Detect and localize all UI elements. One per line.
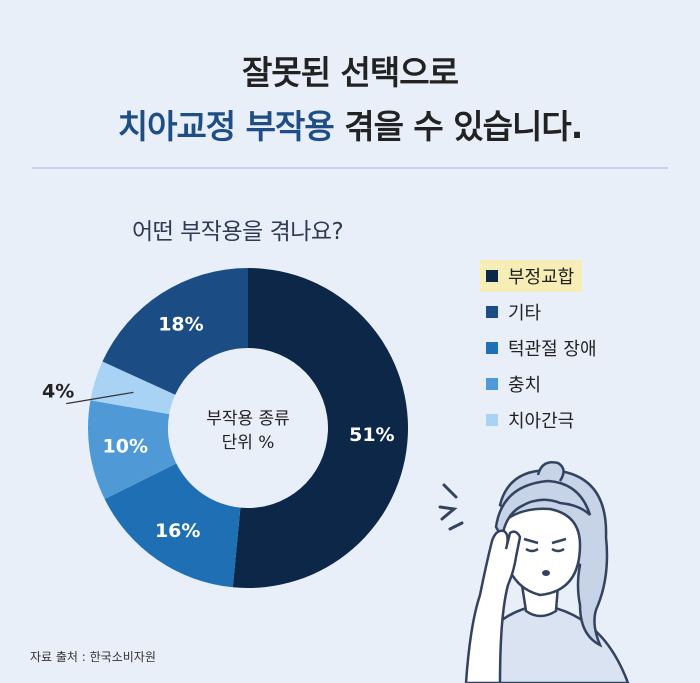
subtitle-highlight: 치아교정 부작용 [117,107,335,146]
slice-cavity [88,400,177,500]
legend-label: 기타 [508,303,542,324]
legend-item-tooth-gap: 치아간극 [480,402,680,438]
legend-item-tmj-disorder: 턱관절 장애 [480,330,680,366]
subtitle-rest: 겪을 수 있습니다. [333,107,583,146]
divider [32,167,668,169]
page-title: 잘못된 선택으로 [241,53,459,92]
chart-question: 어떤 부작용을 겪나요? [132,219,344,245]
data-label-other: 18% [158,314,203,336]
legend-swatch [486,270,498,282]
slice-other [102,268,248,395]
slice-malocclusion [232,268,409,589]
page-subtitle: 치아교정 부작용 겪을 수 있습니다. [0,100,700,148]
stressed-woman-illustration [438,461,630,683]
data-label-malocclusion: 51% [349,424,394,446]
data-label-tooth-gap: 4% [42,381,74,403]
data-label-cavity: 10% [103,436,148,458]
legend-item-cavity: 충치 [480,366,680,402]
slice-tooth-gap [90,361,176,415]
legend-item-other: 기타 [480,294,680,330]
center-label-type: 부작용 종류 [206,409,290,429]
legend-label: 턱관절 장애 [508,339,597,360]
data-label-tmj-disorder: 16% [155,520,200,542]
slice-tmj-disorder [104,463,241,588]
legend-label: 치아간극 [508,411,575,432]
legend-swatch [486,378,498,390]
legend-swatch [486,306,498,318]
center-label-unit: 단위 % [222,433,275,453]
source-note: 자료 출처 : 한국소비자원 [30,650,156,664]
legend-label: 충치 [508,375,542,396]
legend-item-malocclusion: 부정교합 [480,258,680,294]
legend-label: 부정교합 [508,267,575,288]
legend-swatch [486,342,498,354]
leader-line-tooth-gap [66,391,134,405]
legend-swatch [486,414,498,426]
